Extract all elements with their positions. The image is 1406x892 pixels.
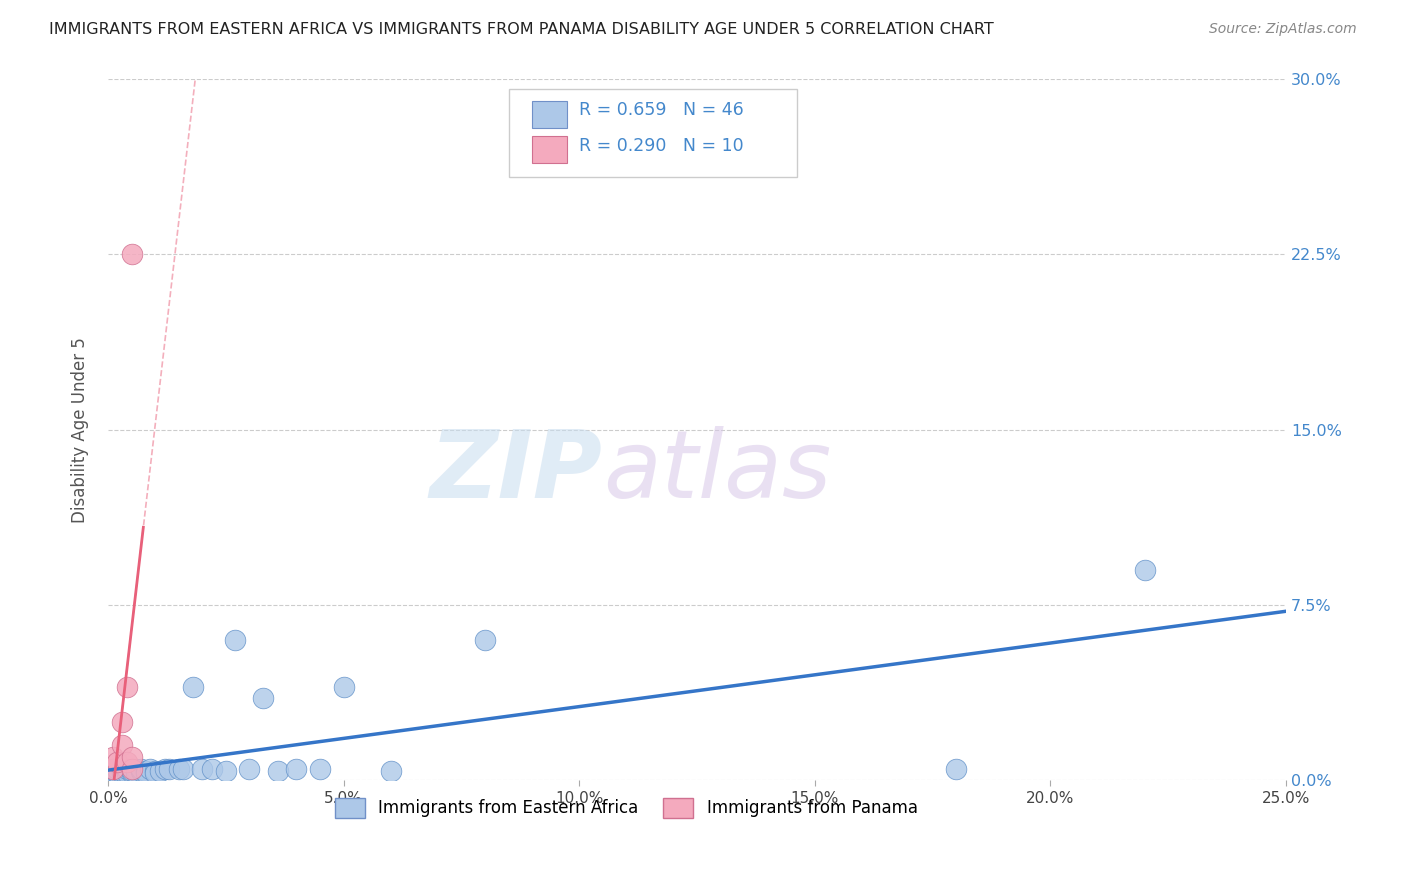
Point: [380, 764, 402, 778]
Point: [332, 680, 354, 694]
Point: [107, 764, 129, 778]
Text: R = 0.290   N = 10: R = 0.290 N = 10: [579, 137, 744, 155]
FancyBboxPatch shape: [531, 136, 568, 163]
Point: [121, 762, 143, 776]
Point: [149, 764, 172, 778]
Point: [143, 766, 166, 780]
Point: [107, 766, 129, 780]
Point: [107, 762, 129, 776]
Y-axis label: Disability Age Under 5: Disability Age Under 5: [72, 336, 89, 523]
Point: [111, 766, 134, 780]
Text: R = 0.659   N = 46: R = 0.659 N = 46: [579, 102, 744, 120]
Text: ZIP: ZIP: [430, 425, 603, 517]
Point: [1133, 563, 1156, 577]
Point: [201, 762, 224, 776]
Point: [111, 738, 134, 752]
FancyBboxPatch shape: [509, 89, 797, 178]
Point: [143, 764, 166, 778]
Point: [115, 762, 138, 776]
Legend: Immigrants from Eastern Africa, Immigrants from Panama: Immigrants from Eastern Africa, Immigran…: [328, 791, 925, 824]
Point: [111, 764, 134, 778]
Point: [115, 755, 138, 769]
Point: [125, 766, 148, 780]
Point: [125, 762, 148, 776]
Point: [107, 755, 129, 769]
Text: Source: ZipAtlas.com: Source: ZipAtlas.com: [1209, 22, 1357, 37]
Point: [115, 766, 138, 780]
Point: [252, 691, 274, 706]
Point: [172, 762, 194, 776]
Point: [107, 766, 129, 780]
Point: [125, 764, 148, 778]
Point: [139, 762, 162, 776]
Point: [167, 762, 190, 776]
Point: [157, 762, 180, 776]
Point: [111, 714, 134, 729]
Point: [101, 750, 124, 764]
FancyBboxPatch shape: [531, 102, 568, 128]
Point: [101, 762, 124, 776]
Point: [121, 247, 143, 261]
Point: [111, 764, 134, 778]
Point: [945, 762, 967, 776]
Point: [181, 680, 204, 694]
Point: [115, 680, 138, 694]
Point: [121, 764, 143, 778]
Point: [224, 633, 246, 648]
Point: [101, 762, 124, 776]
Point: [191, 762, 214, 776]
Point: [266, 764, 288, 778]
Point: [121, 764, 143, 778]
Point: [285, 762, 308, 776]
Point: [135, 766, 157, 780]
Point: [101, 766, 124, 780]
Point: [115, 764, 138, 778]
Point: [101, 764, 124, 778]
Text: IMMIGRANTS FROM EASTERN AFRICA VS IMMIGRANTS FROM PANAMA DISABILITY AGE UNDER 5 : IMMIGRANTS FROM EASTERN AFRICA VS IMMIGR…: [49, 22, 994, 37]
Text: atlas: atlas: [603, 426, 831, 517]
Point: [215, 764, 238, 778]
Point: [129, 762, 152, 776]
Point: [121, 750, 143, 764]
Point: [129, 764, 152, 778]
Point: [309, 762, 332, 776]
Point: [238, 762, 260, 776]
Point: [474, 633, 496, 648]
Point: [121, 766, 143, 780]
Point: [153, 762, 176, 776]
Point: [135, 764, 157, 778]
